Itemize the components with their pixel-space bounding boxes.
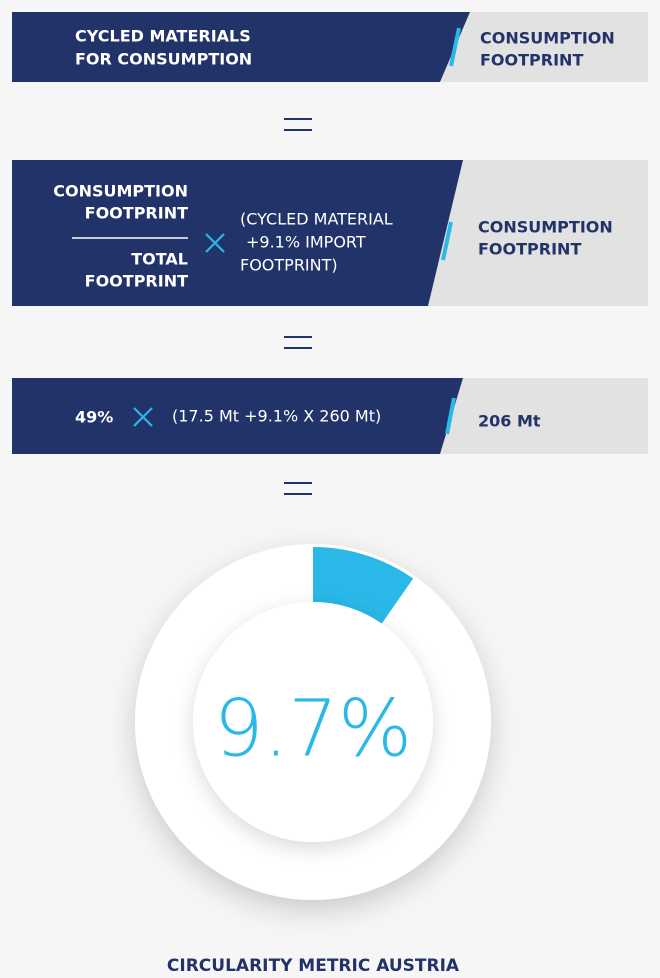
panel-left — [12, 378, 463, 454]
label: +9.1% IMPORT — [246, 233, 366, 252]
panel-left — [12, 12, 470, 82]
label: 206 Mt — [478, 412, 541, 431]
label: FOOTPRINT — [85, 272, 188, 291]
times — [133, 407, 153, 427]
label: (CYCLED MATERIAL — [240, 210, 393, 229]
label: CYCLED MATERIALS — [75, 27, 251, 46]
times — [205, 233, 225, 253]
slash — [449, 27, 461, 67]
label: FOOTPRINT) — [240, 256, 338, 275]
label: CONSUMPTION — [480, 29, 615, 48]
label: CONSUMPTION — [478, 218, 613, 237]
label: 49% — [75, 408, 113, 427]
label: TOTAL — [131, 250, 188, 269]
label: (17.5 Mt +9.1% X 260 Mt) — [172, 407, 381, 426]
donut-hole — [193, 602, 433, 842]
label: FOOTPRINT — [478, 240, 581, 259]
panel-left — [12, 160, 463, 306]
label: FOOTPRINT — [480, 51, 583, 70]
title: CIRCULARITY METRIC AUSTRIA — [167, 956, 460, 976]
slash — [445, 397, 456, 435]
label: FOOTPRINT — [85, 204, 188, 223]
label: FOR CONSUMPTION — [75, 50, 252, 69]
slash — [441, 221, 453, 261]
donut-label: 9.7% — [214, 685, 412, 775]
label: CONSUMPTION — [53, 182, 188, 201]
donut-segment — [313, 547, 414, 624]
